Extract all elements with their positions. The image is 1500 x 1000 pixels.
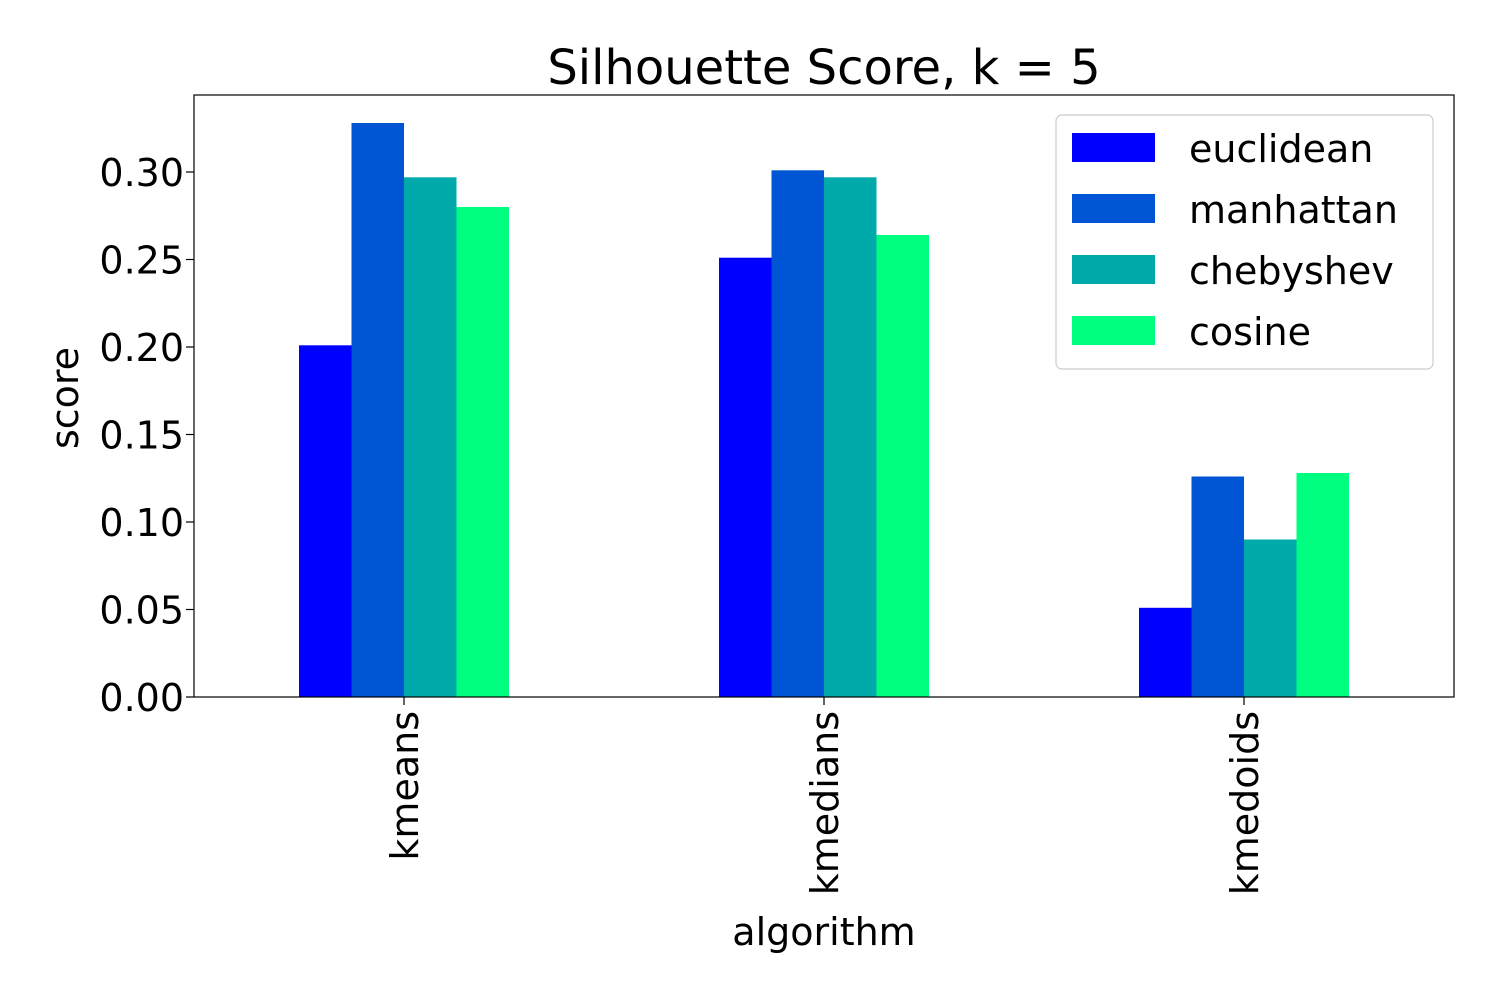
legend-swatch-manhattan	[1072, 194, 1155, 223]
y-tick-label: 0.15	[99, 414, 184, 458]
y-tick-label: 0.20	[99, 326, 184, 370]
y-tick-label: 0.30	[99, 151, 184, 195]
bar-kmeans-cosine	[456, 207, 509, 697]
legend-frame	[1055, 114, 1434, 370]
y-tick-label: 0.05	[99, 589, 184, 633]
bar-kmedoids-euclidean	[1139, 607, 1192, 698]
x-tick-label-kmedoids: kmedoids	[1223, 711, 1267, 895]
bar-kmedoids-cosine	[1296, 473, 1349, 697]
legend: euclidean manhattan chebyshev cosine	[1055, 114, 1434, 370]
x-tick-label-kmedians: kmedians	[803, 711, 847, 895]
x-axis-label: algorithm	[732, 910, 915, 954]
bar-kmedians-manhattan	[771, 170, 824, 698]
x-tick-label-kmeans: kmeans	[383, 711, 427, 861]
y-tick-label: 0.00	[99, 676, 184, 720]
legend-label-euclidean: euclidean	[1189, 127, 1373, 171]
bar-kmeans-chebyshev	[404, 177, 457, 698]
x-axis: kmeans kmedians kmedoids	[383, 697, 1267, 895]
legend-label-chebyshev: chebyshev	[1189, 249, 1394, 293]
bar-kmedians-cosine	[876, 235, 929, 697]
bar-kmeans-manhattan	[351, 123, 404, 697]
bar-kmedians-chebyshev	[824, 177, 877, 698]
bars-group	[299, 123, 1349, 698]
plot-frame	[193, 94, 1455, 698]
legend-swatch-cosine	[1072, 316, 1155, 345]
bar-kmeans-euclidean	[299, 345, 352, 698]
bar-kmedoids-manhattan	[1191, 476, 1244, 697]
legend-swatch-euclidean	[1072, 133, 1155, 162]
y-axis-label: score	[43, 347, 87, 449]
legend-swatch-chebyshev	[1072, 255, 1155, 284]
legend-label-manhattan: manhattan	[1189, 188, 1398, 232]
y-tick-label: 0.10	[99, 501, 184, 545]
bar-kmedoids-chebyshev	[1244, 539, 1297, 697]
y-axis: 0.00 0.05 0.10 0.15 0.20 0.25 0.30	[99, 151, 194, 720]
legend-label-cosine: cosine	[1189, 310, 1311, 354]
bar-kmedians-euclidean	[719, 257, 772, 697]
chart-title: Silhouette Score, k = 5	[547, 40, 1100, 96]
y-tick-label: 0.25	[99, 239, 184, 283]
